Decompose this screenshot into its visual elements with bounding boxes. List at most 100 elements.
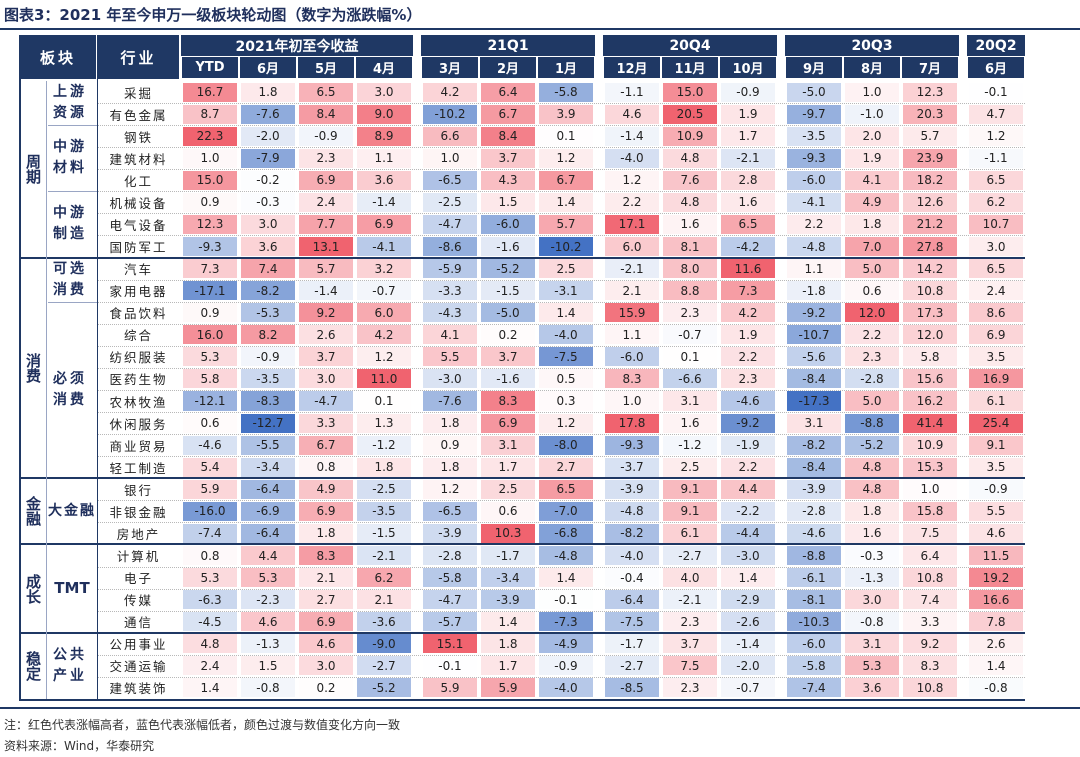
heat-cell: -6.0 xyxy=(787,634,841,654)
heat-cell: -12.7 xyxy=(241,413,295,433)
heat-cell: -2.1 xyxy=(357,545,411,566)
heat-cell: 16.2 xyxy=(903,391,957,411)
heat-cell: 2.8 xyxy=(721,170,775,190)
heat-cell: -0.1 xyxy=(423,656,477,676)
heat-cell: -3.0 xyxy=(423,369,477,389)
heat-cell: 6.2 xyxy=(357,568,411,588)
heat-cell: 14.2 xyxy=(903,259,957,279)
heat-cell: 7.6 xyxy=(663,170,717,190)
heat-cell: 8.1 xyxy=(663,236,717,257)
heat-cell: 6.4 xyxy=(481,82,535,102)
heat-cell: 4.8 xyxy=(845,457,899,477)
heat-cell: -1.6 xyxy=(481,369,535,389)
heat-cell: 1.4 xyxy=(539,568,593,588)
heat-cell: 7.3 xyxy=(721,281,775,301)
heat-cell: 6.9 xyxy=(299,612,353,632)
heat-cell: 3.5 xyxy=(969,347,1023,367)
heat-cell: 4.3 xyxy=(481,170,535,190)
heat-cell: 15.9 xyxy=(605,303,659,323)
row-separator xyxy=(98,434,1025,435)
heat-cell: 4.1 xyxy=(845,170,899,190)
heat-cell: 16.0 xyxy=(183,325,237,345)
heat-cell: 1.6 xyxy=(663,413,717,433)
heat-cell: 15.1 xyxy=(423,634,477,654)
heat-cell: 1.2 xyxy=(605,170,659,190)
heat-cell: 16.7 xyxy=(183,82,237,102)
heat-cell: 10.7 xyxy=(969,214,1023,234)
heat-cell: -9.3 xyxy=(787,148,841,168)
heat-cell: 5.0 xyxy=(845,391,899,411)
industry-label: 轻工制造 xyxy=(109,460,168,476)
heat-cell: 6.5 xyxy=(969,170,1023,190)
heat-cell: 2.0 xyxy=(845,126,899,146)
industry-label: 钢铁 xyxy=(123,129,153,145)
heat-cell: -5.0 xyxy=(787,82,841,102)
heat-cell: -3.9 xyxy=(787,479,841,499)
heat-cell: 6.0 xyxy=(605,236,659,257)
industry-label: 计算机 xyxy=(116,549,161,564)
heat-cell: -0.4 xyxy=(605,568,659,588)
heat-cell: 5.7 xyxy=(903,126,957,146)
heat-cell: 1.6 xyxy=(845,523,899,543)
heat-cell: 0.2 xyxy=(481,325,535,345)
heat-cell: -7.0 xyxy=(539,501,593,521)
heat-cell: 6.5 xyxy=(721,214,775,234)
heat-cell: -7.5 xyxy=(539,347,593,367)
heat-cell: 4.4 xyxy=(721,479,775,499)
heat-cell: 2.3 xyxy=(299,148,353,168)
heat-cell: -2.1 xyxy=(663,590,717,610)
heat-cell: 4.6 xyxy=(969,523,1023,543)
heat-cell: 3.6 xyxy=(241,236,295,257)
heat-cell: -8.5 xyxy=(605,678,659,698)
heat-cell: -2.5 xyxy=(357,479,411,499)
heat-cell: -0.9 xyxy=(969,479,1023,499)
heat-cell: 2.6 xyxy=(969,634,1023,654)
heat-cell: -4.0 xyxy=(605,148,659,168)
heat-cell: -8.8 xyxy=(845,413,899,433)
heat-cell: -5.0 xyxy=(481,303,535,323)
heat-cell: 3.0 xyxy=(299,656,353,676)
header-month: 4月 xyxy=(356,57,412,78)
heat-cell: 0.1 xyxy=(663,347,717,367)
heat-cell: 0.6 xyxy=(481,501,535,521)
table-bottom-border xyxy=(20,699,1025,701)
heat-cell: -0.7 xyxy=(663,325,717,345)
heat-cell: -8.8 xyxy=(787,545,841,566)
heat-cell: 7.8 xyxy=(969,612,1023,632)
heat-cell: 1.6 xyxy=(663,214,717,234)
header-month: YTD xyxy=(182,57,238,78)
row-separator xyxy=(98,390,1025,391)
row-separator xyxy=(98,677,1025,678)
group-separator xyxy=(48,302,98,303)
heat-cell: -10.3 xyxy=(787,612,841,632)
heat-cell: -3.5 xyxy=(241,369,295,389)
row-separator xyxy=(98,456,1025,457)
heat-cell: 4.1 xyxy=(423,325,477,345)
heat-cell: -6.4 xyxy=(605,590,659,610)
heat-cell: 4.8 xyxy=(183,634,237,654)
heat-cell: 1.2 xyxy=(357,347,411,367)
heat-cell: 9.1 xyxy=(663,479,717,499)
section-finance: 金融 xyxy=(24,496,42,527)
heat-cell: -1.4 xyxy=(299,281,353,301)
heat-cell: 3.2 xyxy=(357,259,411,279)
heat-cell: -6.0 xyxy=(481,214,535,234)
heat-cell: 0.2 xyxy=(299,678,353,698)
row-separator xyxy=(98,147,1025,148)
heat-cell: -10.7 xyxy=(787,325,841,345)
heat-cell: 8.7 xyxy=(183,104,237,124)
row-separator xyxy=(98,412,1025,413)
heat-cell: -3.0 xyxy=(721,545,775,566)
heat-cell: -9.2 xyxy=(787,303,841,323)
heat-cell: 20.5 xyxy=(663,104,717,124)
heat-cell: 5.7 xyxy=(299,259,353,279)
heat-cell: -2.7 xyxy=(605,656,659,676)
source-note: 资料来源：Wind，华泰研究 xyxy=(4,739,155,753)
heat-cell: 8.9 xyxy=(357,126,411,146)
heat-cell: 10.9 xyxy=(663,126,717,146)
table-left-border xyxy=(19,35,21,701)
heat-cell: -8.1 xyxy=(787,590,841,610)
heat-cell: -2.0 xyxy=(241,126,295,146)
header-group-2: 20Q4 xyxy=(603,35,777,56)
